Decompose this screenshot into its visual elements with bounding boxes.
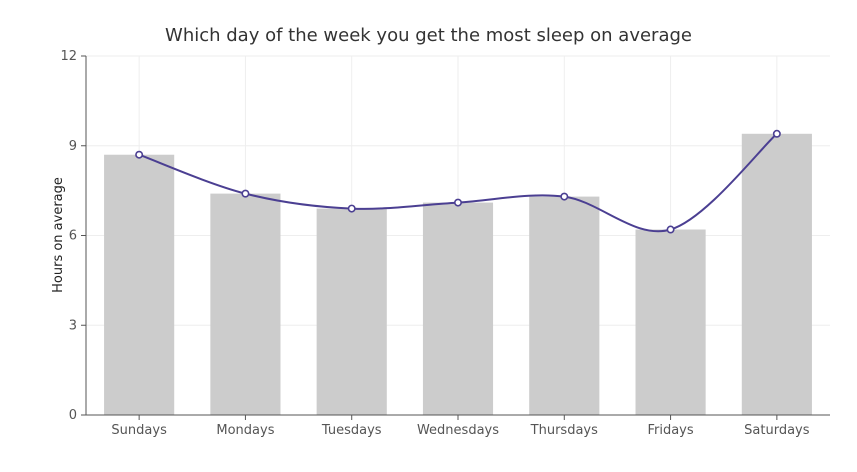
bar-tuesdays	[316, 208, 387, 415]
chart-title: Which day of the week you get the most s…	[165, 25, 692, 46]
point-tuesdays	[347, 204, 356, 213]
x-tick-label-saturdays: Saturdays	[744, 423, 810, 438]
x-tick-label-fridays: Fridays	[647, 423, 693, 438]
y-tick-label-0: 0	[69, 408, 77, 423]
y-ticks: 0 3 6 9 12	[60, 49, 86, 423]
y-tick-label-12: 12	[60, 49, 77, 64]
bar-series	[104, 133, 812, 416]
bar-sundays	[104, 154, 175, 415]
bar-thursdays	[529, 196, 600, 415]
x-tick-label-sundays: Sundays	[111, 423, 167, 438]
x-tick-label-thursdays: Thursdays	[530, 423, 598, 438]
bar-mondays	[210, 193, 281, 415]
point-fridays	[666, 225, 675, 234]
point-mondays	[241, 189, 250, 198]
y-axis-title: Hours on average	[51, 177, 66, 293]
bar-fridays	[635, 229, 706, 415]
bar-saturdays	[741, 133, 812, 416]
point-wednesdays	[453, 198, 462, 207]
x-tick-label-tuesdays: Tuesdays	[321, 423, 382, 438]
x-tick-label-wednesdays: Wednesdays	[417, 423, 499, 438]
y-tick-label-9: 9	[69, 139, 77, 154]
point-sundays	[135, 150, 144, 159]
bar-wednesdays	[422, 202, 494, 415]
x-ticks: Sundays Mondays Tuesdays Wednesdays Thursday…	[111, 415, 810, 438]
x-tick-label-mondays: Mondays	[216, 423, 274, 438]
y-tick-label-6: 6	[69, 229, 77, 244]
y-tick-label-3: 3	[69, 318, 77, 333]
line-points	[135, 129, 781, 234]
point-thursdays	[560, 192, 569, 201]
point-saturdays	[772, 129, 781, 138]
